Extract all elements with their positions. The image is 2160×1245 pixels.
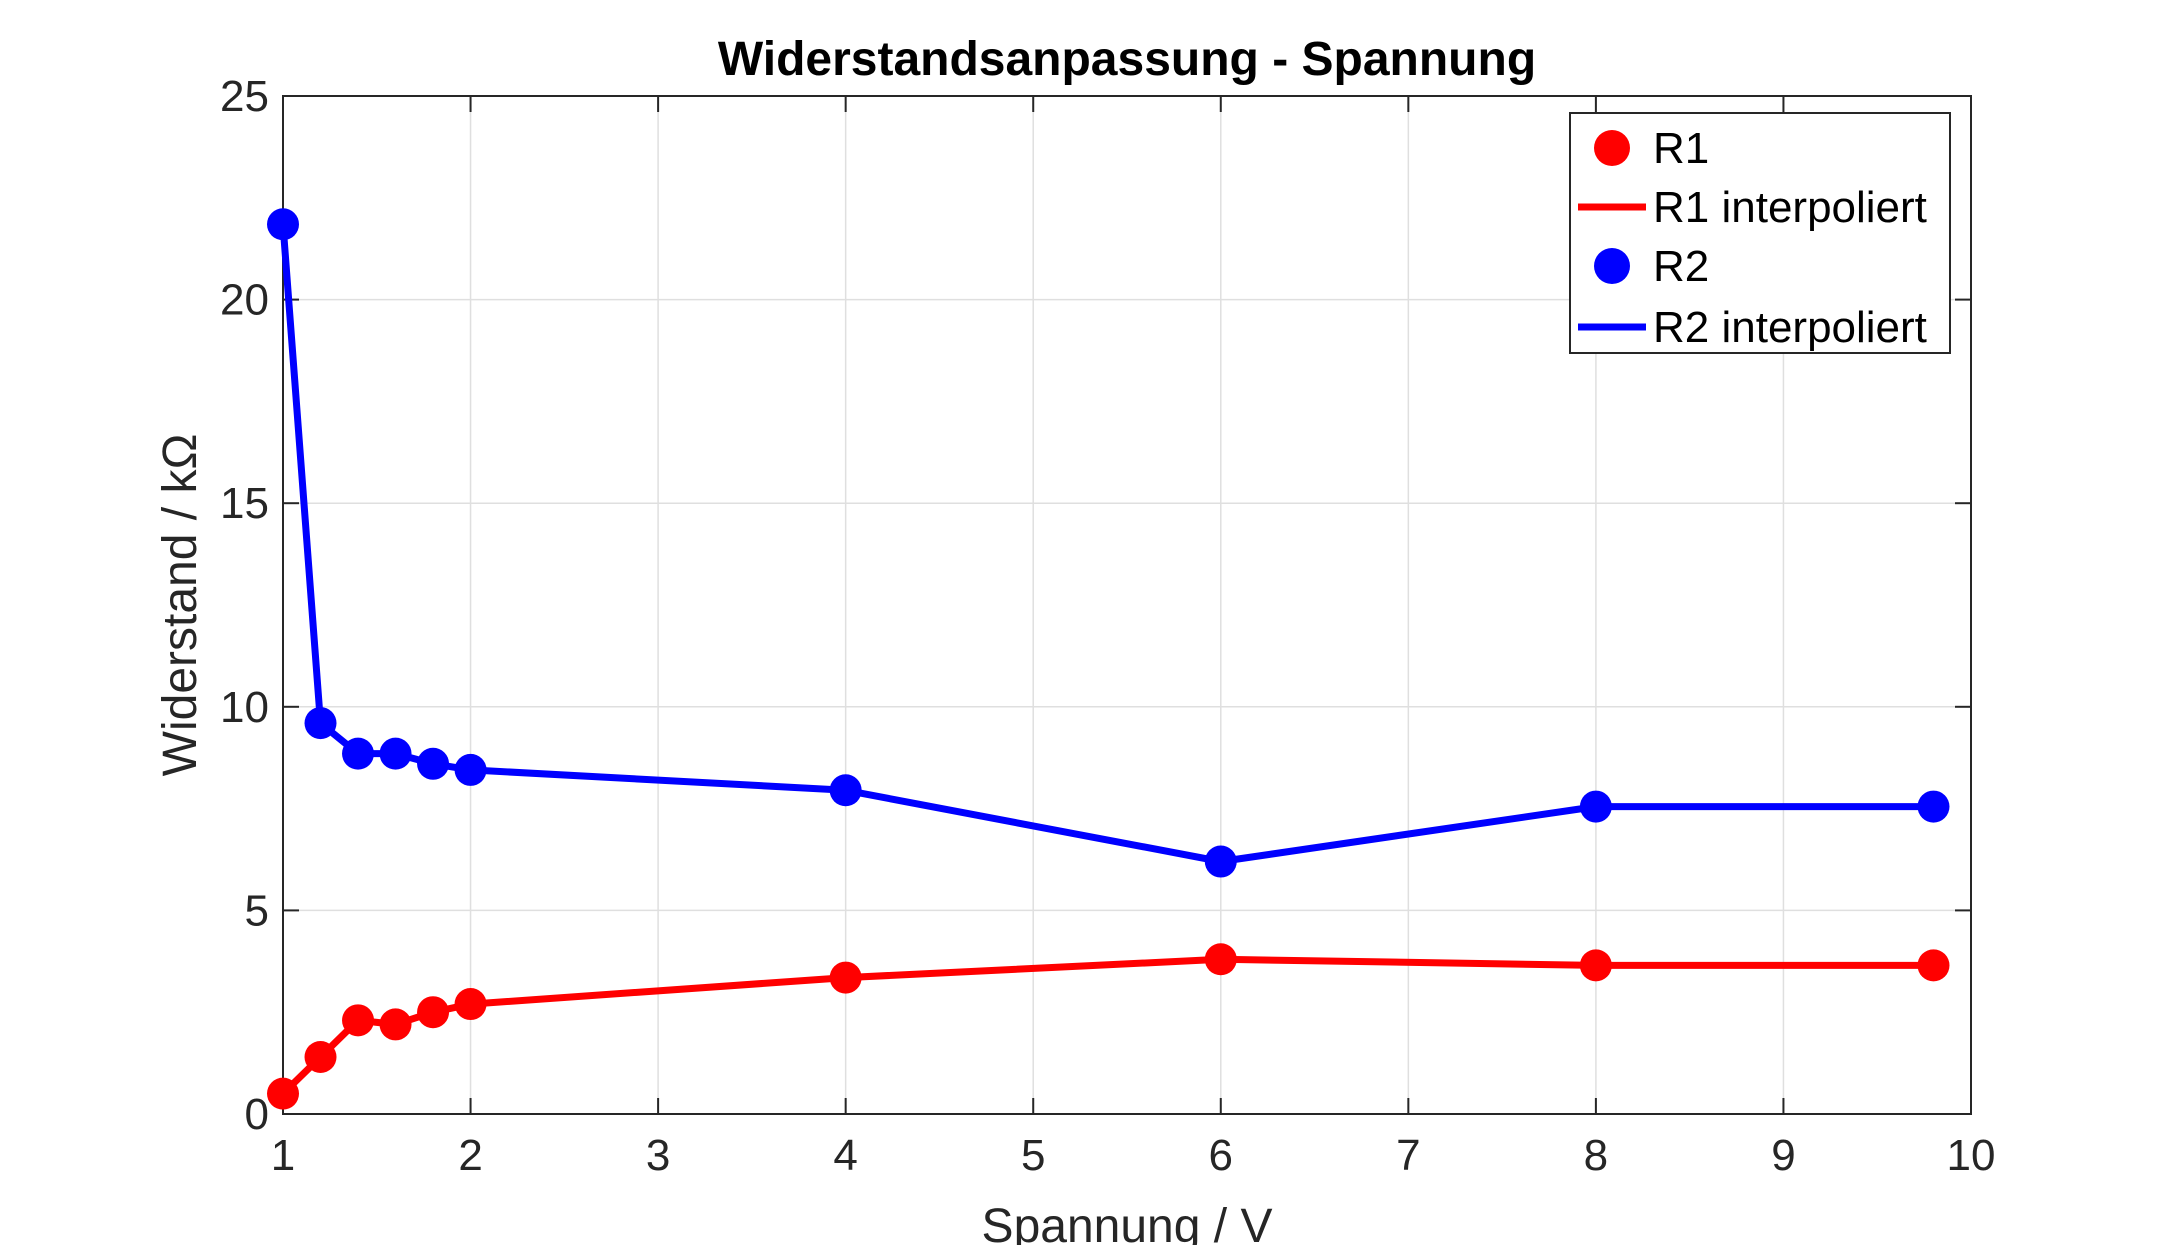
data-point-r2 xyxy=(304,707,337,740)
data-point-r1 xyxy=(1579,949,1612,982)
data-point-r1 xyxy=(1917,949,1950,982)
data-point-r2 xyxy=(1579,790,1612,823)
plot-frame xyxy=(282,95,1972,1115)
legend-marker-r1 xyxy=(1594,130,1630,166)
data-point-r2 xyxy=(267,208,299,241)
data-point-r2 xyxy=(1204,845,1237,878)
data-point-r1 xyxy=(454,988,487,1021)
legend-box xyxy=(1569,112,1951,354)
x-tick-label: 6 xyxy=(1209,1131,1233,1180)
y-tick-label: 15 xyxy=(220,479,269,528)
data-point-r1 xyxy=(829,961,862,994)
x-tick-label: 8 xyxy=(1584,1131,1608,1180)
data-point-r1 xyxy=(304,1040,337,1073)
legend-label-r2-interpolated: R2 interpoliert xyxy=(1653,303,1927,352)
chart-title: Widerstandsanpassung - Spannung xyxy=(718,33,1536,86)
data-point-r2 xyxy=(379,737,412,770)
data-point-r2 xyxy=(342,737,375,770)
series-layer xyxy=(267,208,1950,1110)
data-point-r2 xyxy=(417,747,450,780)
x-tick-label: 10 xyxy=(1947,1131,1996,1180)
data-point-r1 xyxy=(1204,943,1237,976)
legend-label-r1: R1 xyxy=(1653,124,1709,173)
x-tick-label: 3 xyxy=(646,1131,670,1180)
y-tick-label: 10 xyxy=(220,683,269,732)
data-point-r1 xyxy=(379,1008,412,1041)
data-point-r2 xyxy=(1917,790,1950,823)
series-line-r1 xyxy=(280,955,1934,1097)
x-tick-label: 5 xyxy=(1021,1131,1045,1180)
x-tick-label: 2 xyxy=(458,1131,482,1180)
grid xyxy=(283,96,1971,1114)
legend-label-r1-interpolated: R1 interpoliert xyxy=(1653,183,1927,232)
axis-ticks: 1 2 3 4 5 6 7 8 9 10 0 5 10 15 20 25 xyxy=(220,72,1995,1180)
series-line-r2 xyxy=(279,224,1934,865)
x-tick-label: 1 xyxy=(271,1131,295,1180)
y-tick-label: 20 xyxy=(220,276,269,325)
y-axis-label: Widerstand / kΩ xyxy=(154,434,207,777)
y-tick-label: 0 xyxy=(245,1090,269,1139)
y-tick-label: 25 xyxy=(220,72,269,121)
legend: R1 R1 interpoliert R2 R2 interpoliert xyxy=(1569,112,1951,354)
y-tick-label: 5 xyxy=(245,886,269,935)
legend-marker-r2 xyxy=(1594,248,1630,284)
x-tick-label: 9 xyxy=(1771,1131,1795,1180)
data-point-r2 xyxy=(829,774,862,807)
x-tick-label: 7 xyxy=(1396,1131,1420,1180)
data-point-r1 xyxy=(267,1077,299,1110)
legend-label-r2: R2 xyxy=(1653,242,1709,291)
data-point-r1 xyxy=(342,1004,375,1037)
data-point-r1 xyxy=(417,996,450,1029)
data-point-r2 xyxy=(454,753,487,786)
x-axis-label: Spannung / V xyxy=(982,1200,1273,1245)
x-tick-label: 4 xyxy=(833,1131,857,1180)
